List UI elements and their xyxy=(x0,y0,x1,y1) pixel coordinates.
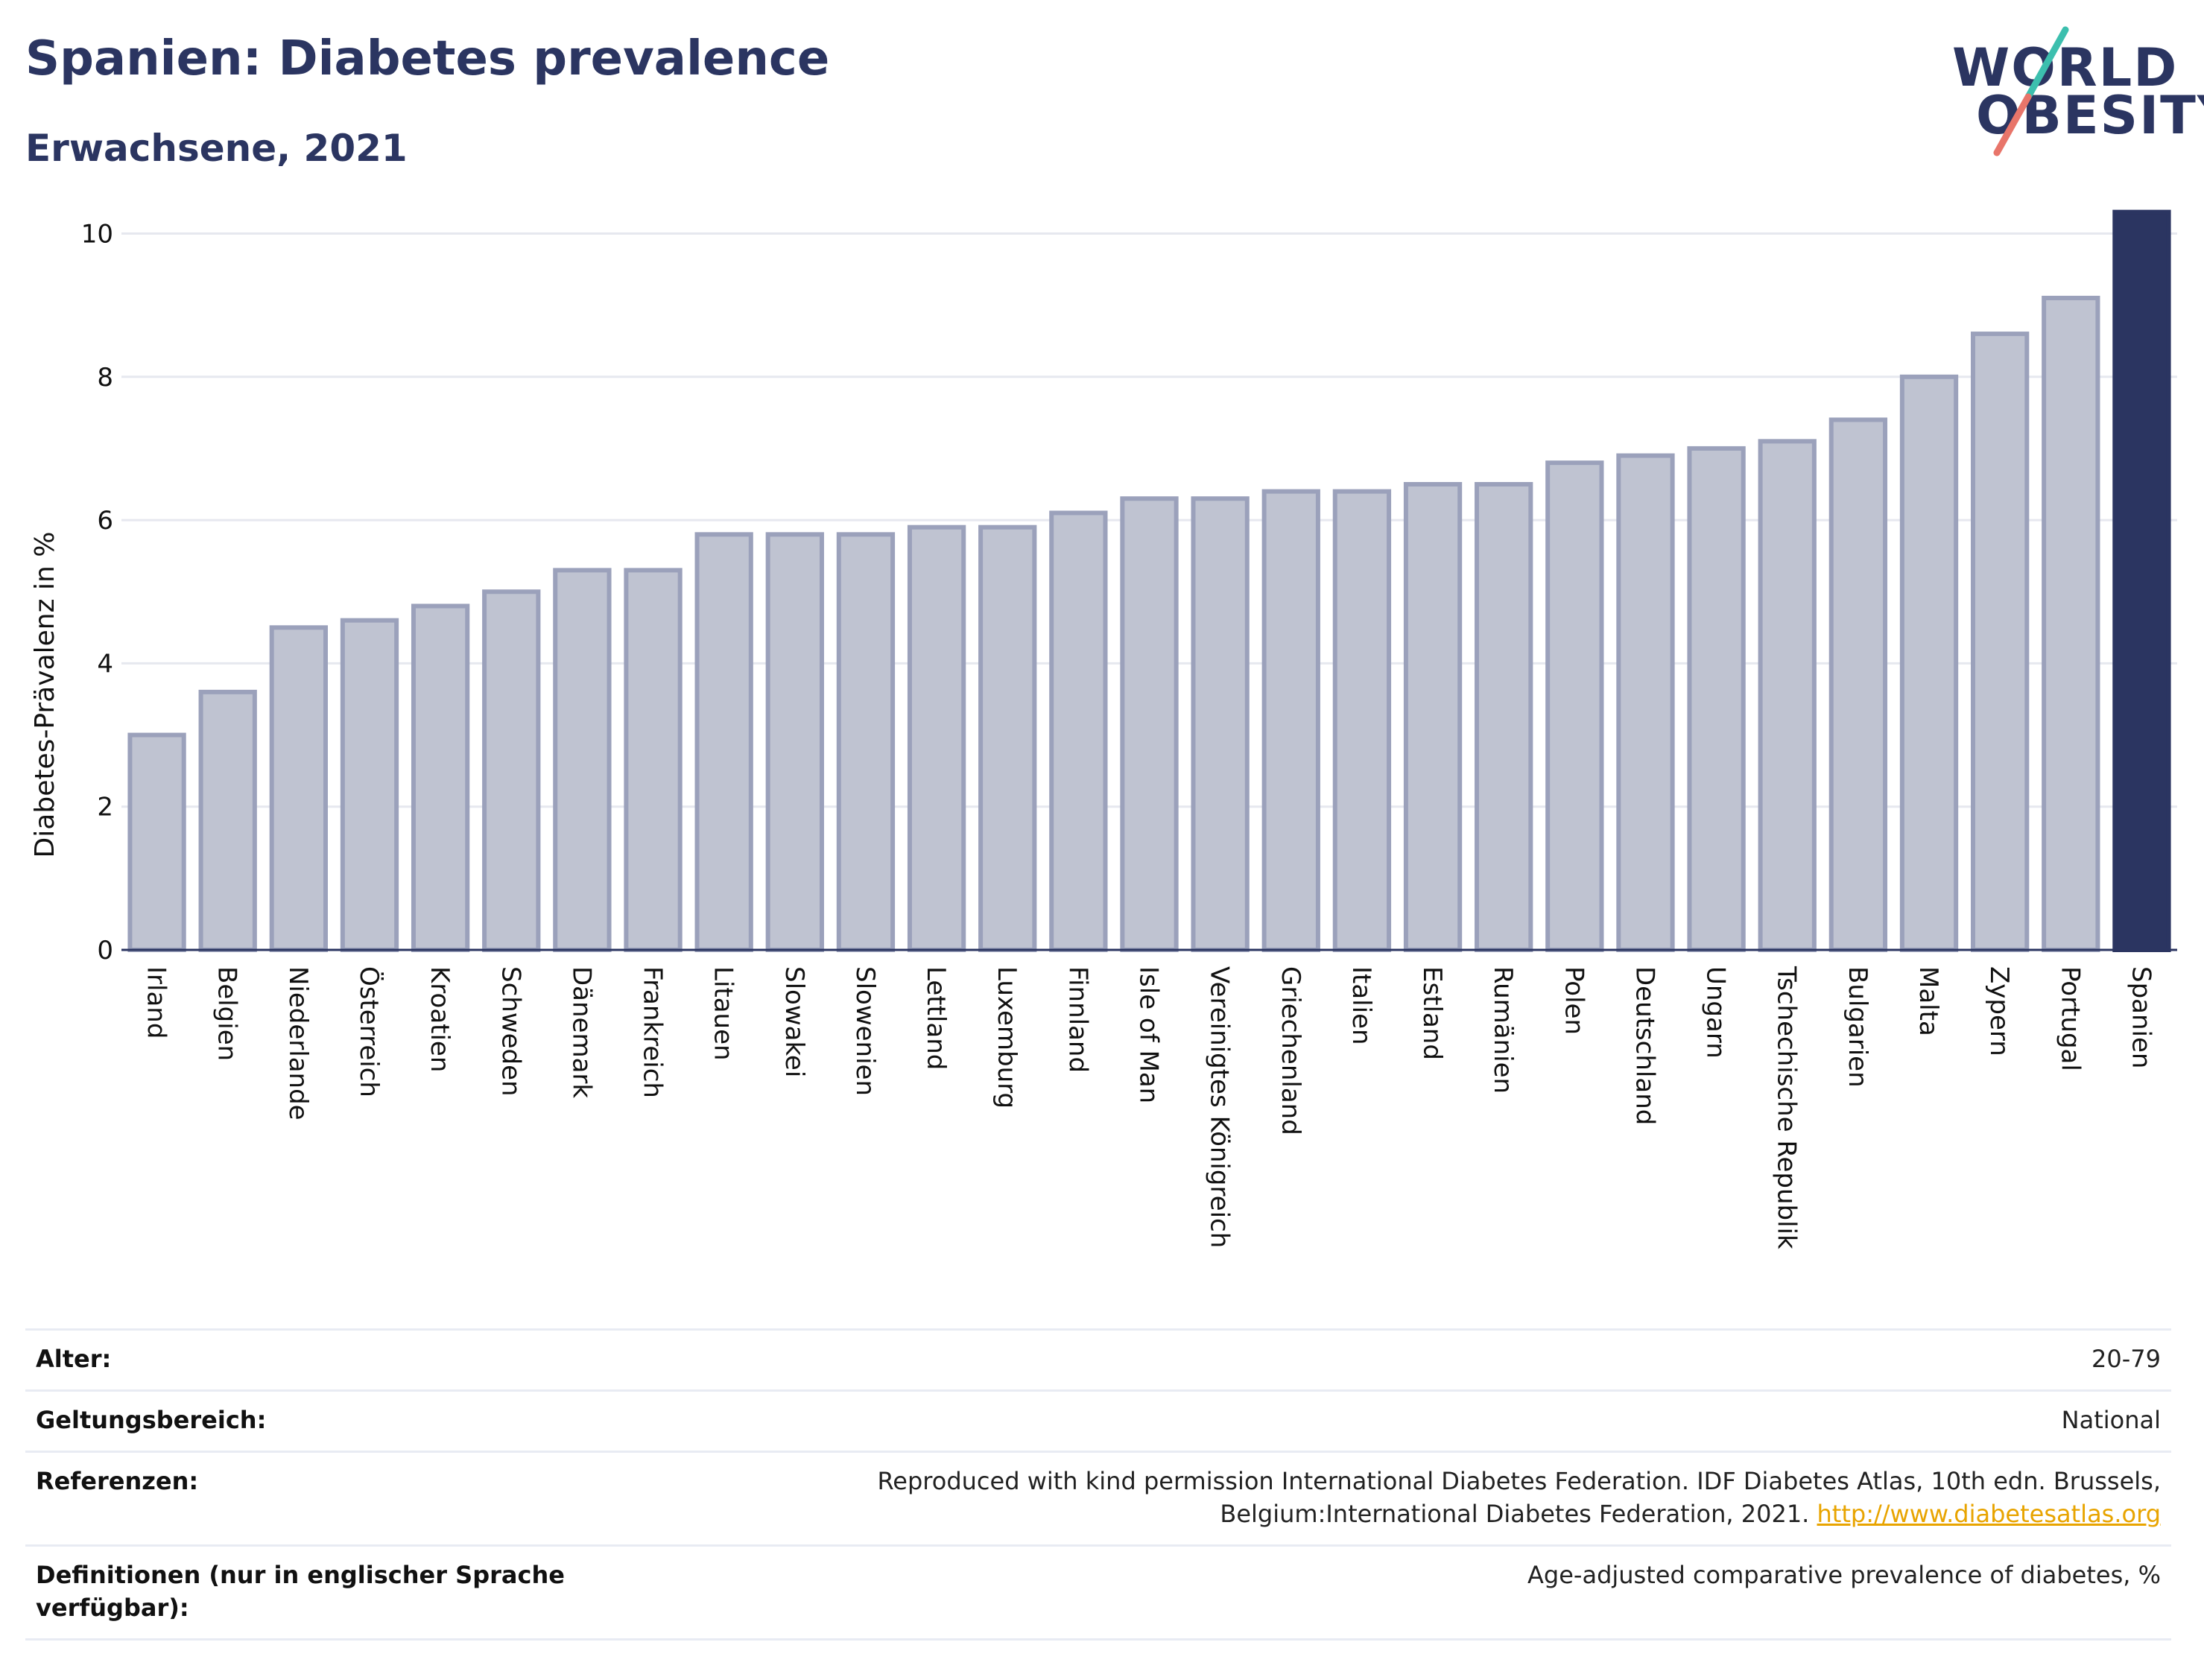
bar-irland[interactable] xyxy=(127,732,186,952)
y-tick-label: 4 xyxy=(97,649,113,679)
bar-lettland[interactable] xyxy=(907,524,966,952)
x-tick-label: Isle of Man xyxy=(1134,966,1164,1103)
x-tick-label: Kroatien xyxy=(425,966,455,1072)
x-tick-label: Slowenien xyxy=(850,966,880,1096)
y-axis-label: Diabetes-Prävalenz in % xyxy=(30,532,60,858)
bar-frankreich[interactable] xyxy=(624,568,683,952)
x-tick-label: Lettland xyxy=(921,966,951,1070)
bar-italien[interactable] xyxy=(1332,489,1392,953)
details-row-age: Alter: 20-79 xyxy=(25,1328,2171,1390)
x-tick-label: Österreich xyxy=(354,966,384,1097)
definitions-label: Definitionen (nur in englischer Sprache … xyxy=(36,1561,565,1622)
definitions-value: Age-adjusted comparative prevalence of d… xyxy=(1527,1561,2161,1589)
x-tick-label: Finnland xyxy=(1063,966,1092,1073)
logo-line-1: WORLD xyxy=(1952,37,2179,98)
x-tick-label: Litauen xyxy=(709,966,738,1061)
references-text: Reproduced with kind permission Internat… xyxy=(877,1467,2162,1528)
y-axis-ticks: 0 2 4 6 8 10 xyxy=(81,219,113,966)
bar-rumänien[interactable] xyxy=(1475,482,1533,952)
references-label: Referenzen: xyxy=(36,1467,199,1495)
bar-estland[interactable] xyxy=(1403,482,1463,952)
x-tick-label: Tschechische Republik xyxy=(1772,966,1802,1249)
bar-portugal[interactable] xyxy=(2042,296,2100,952)
references-link[interactable]: http://www.diabetesatlas.org xyxy=(1817,1500,2161,1528)
bar-malta[interactable] xyxy=(1899,374,1959,952)
bar-chart: 0 2 4 6 8 10 Irland Belgien Niederlande Österrei… xyxy=(30,209,2177,1249)
scope-value: National xyxy=(2061,1406,2161,1434)
y-tick-label: 6 xyxy=(97,506,113,536)
bar-isle-of-man[interactable] xyxy=(1120,496,1179,952)
x-tick-label: Deutschland xyxy=(1630,966,1659,1125)
x-tick-label: Dänemark xyxy=(566,966,596,1098)
x-tick-label: Spanien xyxy=(2126,966,2156,1068)
x-tick-label: Bulgarien xyxy=(1843,966,1872,1088)
details-row-references: Referenzen: Reproduced with kind permiss… xyxy=(25,1451,2171,1545)
bar-österreich[interactable] xyxy=(340,618,399,952)
x-tick-label: Irland xyxy=(142,966,171,1039)
bar-litauen[interactable] xyxy=(694,532,753,952)
x-tick-label: Frankreich xyxy=(638,966,668,1098)
y-tick-label: 10 xyxy=(81,219,113,249)
details-row-scope: Geltungsbereich: National xyxy=(25,1389,2171,1451)
chart-bars xyxy=(127,209,2171,953)
x-tick-label: Estland xyxy=(1417,966,1447,1060)
logo-slash-icon xyxy=(1993,26,2069,156)
bar-bulgarien[interactable] xyxy=(1828,417,1888,952)
bar-niederlande[interactable] xyxy=(269,625,328,952)
bar-spanien[interactable] xyxy=(2112,209,2171,953)
bar-belgien[interactable] xyxy=(198,689,257,952)
bar-finnland[interactable] xyxy=(1049,510,1108,952)
page-subtitle: Erwachsene, 2021 xyxy=(25,127,408,170)
x-tick-label: Portugal xyxy=(2055,966,2085,1071)
scope-label: Geltungsbereich: xyxy=(36,1406,267,1434)
details-row-definitions: Definitionen (nur in englischer Sprache … xyxy=(25,1544,2171,1639)
bar-luxemburg[interactable] xyxy=(978,524,1037,952)
bar-slowakei[interactable] xyxy=(765,532,824,952)
y-tick-label: 2 xyxy=(97,793,113,822)
x-tick-label: Vereinigtes Königreich xyxy=(1205,966,1235,1248)
x-tick-label: Polen xyxy=(1559,966,1589,1035)
page-title: Spanien: Diabetes prevalence xyxy=(25,31,830,86)
bar-tschechische-republik[interactable] xyxy=(1758,439,1817,952)
x-tick-label: Ungarn xyxy=(1701,966,1731,1059)
age-label: Alter: xyxy=(36,1345,112,1373)
bar-slowenien[interactable] xyxy=(836,532,896,952)
x-axis-ticks: Irland Belgien Niederlande Österreich Kroati… xyxy=(142,966,2156,1249)
bar-schweden[interactable] xyxy=(482,589,541,952)
x-tick-label: Slowakei xyxy=(779,966,809,1077)
age-value: 20-79 xyxy=(2091,1345,2161,1373)
bar-zypern[interactable] xyxy=(1971,332,2030,953)
y-tick-label: 0 xyxy=(97,936,113,966)
x-tick-label: Belgien xyxy=(212,966,242,1061)
x-tick-label: Malta xyxy=(1913,966,1943,1036)
x-tick-label: Griechenland xyxy=(1276,966,1305,1135)
world-obesity-logo[interactable]: WORLD OBESITY xyxy=(1937,22,2204,156)
y-tick-label: 8 xyxy=(97,363,113,393)
x-tick-label: Luxemburg xyxy=(992,966,1022,1109)
x-tick-label: Zypern xyxy=(1984,966,2014,1056)
references-value: Reproduced with kind permission Internat… xyxy=(708,1465,2162,1530)
bar-vereinigtes-königreich[interactable] xyxy=(1191,496,1250,952)
bar-griechenland[interactable] xyxy=(1261,489,1320,953)
x-tick-label: Schweden xyxy=(495,966,525,1097)
bar-kroatien[interactable] xyxy=(411,603,470,952)
x-tick-label: Niederlande xyxy=(283,966,313,1120)
bar-deutschland[interactable] xyxy=(1616,453,1675,952)
bar-polen[interactable] xyxy=(1545,460,1604,952)
details-bottom-border xyxy=(25,1638,2171,1641)
x-tick-label: Italien xyxy=(1346,966,1376,1045)
bar-ungarn[interactable] xyxy=(1687,446,1746,952)
bar-dänemark[interactable] xyxy=(553,568,612,952)
x-tick-label: Rumänien xyxy=(1488,966,1518,1094)
